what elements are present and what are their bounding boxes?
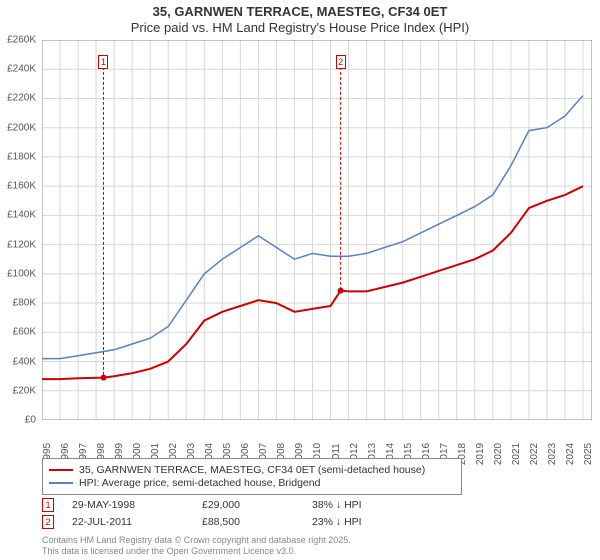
y-tick-label: £180K — [7, 151, 36, 162]
legend: 35, GARNWEN TERRACE, MAESTEG, CF34 0ET (… — [42, 458, 462, 495]
y-tick-label: £0 — [25, 415, 36, 426]
y-tick-label: £60K — [13, 327, 36, 338]
x-tick-label: 2025 — [583, 443, 594, 465]
sale-marker-2: 2 — [336, 55, 346, 69]
y-tick-label: £220K — [7, 93, 36, 104]
y-tick-label: £40K — [13, 356, 36, 367]
y-tick-label: £160K — [7, 181, 36, 192]
footer-line1: Contains HM Land Registry data © Crown c… — [42, 535, 351, 546]
callout-delta: 23% ↓ HPI — [312, 516, 402, 528]
x-tick-label: 2020 — [493, 443, 504, 465]
y-tick-label: £20K — [13, 385, 36, 396]
chart-area: 12 — [42, 40, 592, 420]
x-tick-label: 2023 — [547, 443, 558, 465]
legend-item: HPI: Average price, semi-detached house,… — [49, 477, 455, 489]
chart-container: 35, GARNWEN TERRACE, MAESTEG, CF34 0ET P… — [0, 0, 600, 560]
y-tick-label: £140K — [7, 210, 36, 221]
y-axis: £0£20K£40K£60K£80K£100K£120K£140K£160K£1… — [0, 40, 40, 420]
x-tick-label: 2022 — [529, 443, 540, 465]
legend-item: 35, GARNWEN TERRACE, MAESTEG, CF34 0ET (… — [49, 464, 455, 476]
callout-price: £88,500 — [202, 516, 312, 528]
y-tick-label: £200K — [7, 122, 36, 133]
legend-swatch — [49, 482, 73, 484]
chart-svg — [42, 40, 592, 420]
y-tick-label: £120K — [7, 239, 36, 250]
callout-marker: 1 — [42, 498, 54, 512]
x-tick-label: 2021 — [511, 443, 522, 465]
y-tick-label: £80K — [13, 298, 36, 309]
callout-delta: 38% ↓ HPI — [312, 499, 402, 511]
footer: Contains HM Land Registry data © Crown c… — [42, 535, 351, 557]
legend-label: HPI: Average price, semi-detached house,… — [79, 477, 320, 489]
legend-swatch — [49, 469, 73, 471]
callout-table: 1 29-MAY-1998£29,00038% ↓ HPI 2 22-JUL-2011… — [42, 498, 402, 532]
title-block: 35, GARNWEN TERRACE, MAESTEG, CF34 0ET P… — [0, 0, 600, 35]
callout-date: 22-JUL-2011 — [72, 516, 202, 528]
title-main: 35, GARNWEN TERRACE, MAESTEG, CF34 0ET — [0, 4, 600, 19]
title-sub: Price paid vs. HM Land Registry's House … — [0, 20, 600, 35]
y-tick-label: £100K — [7, 268, 36, 279]
callout-row: 1 29-MAY-1998£29,00038% ↓ HPI — [42, 498, 402, 512]
callout-date: 29-MAY-1998 — [72, 499, 202, 511]
legend-label: 35, GARNWEN TERRACE, MAESTEG, CF34 0ET (… — [79, 464, 425, 476]
callout-row: 2 22-JUL-2011£88,50023% ↓ HPI — [42, 515, 402, 529]
x-tick-label: 2024 — [565, 443, 576, 465]
callout-marker: 2 — [42, 515, 54, 529]
x-tick-label: 2019 — [475, 443, 486, 465]
sale-marker-1: 1 — [98, 55, 108, 69]
y-tick-label: £240K — [7, 64, 36, 75]
y-tick-label: £260K — [7, 35, 36, 46]
footer-line2: This data is licensed under the Open Gov… — [42, 546, 351, 557]
callout-price: £29,000 — [202, 499, 312, 511]
